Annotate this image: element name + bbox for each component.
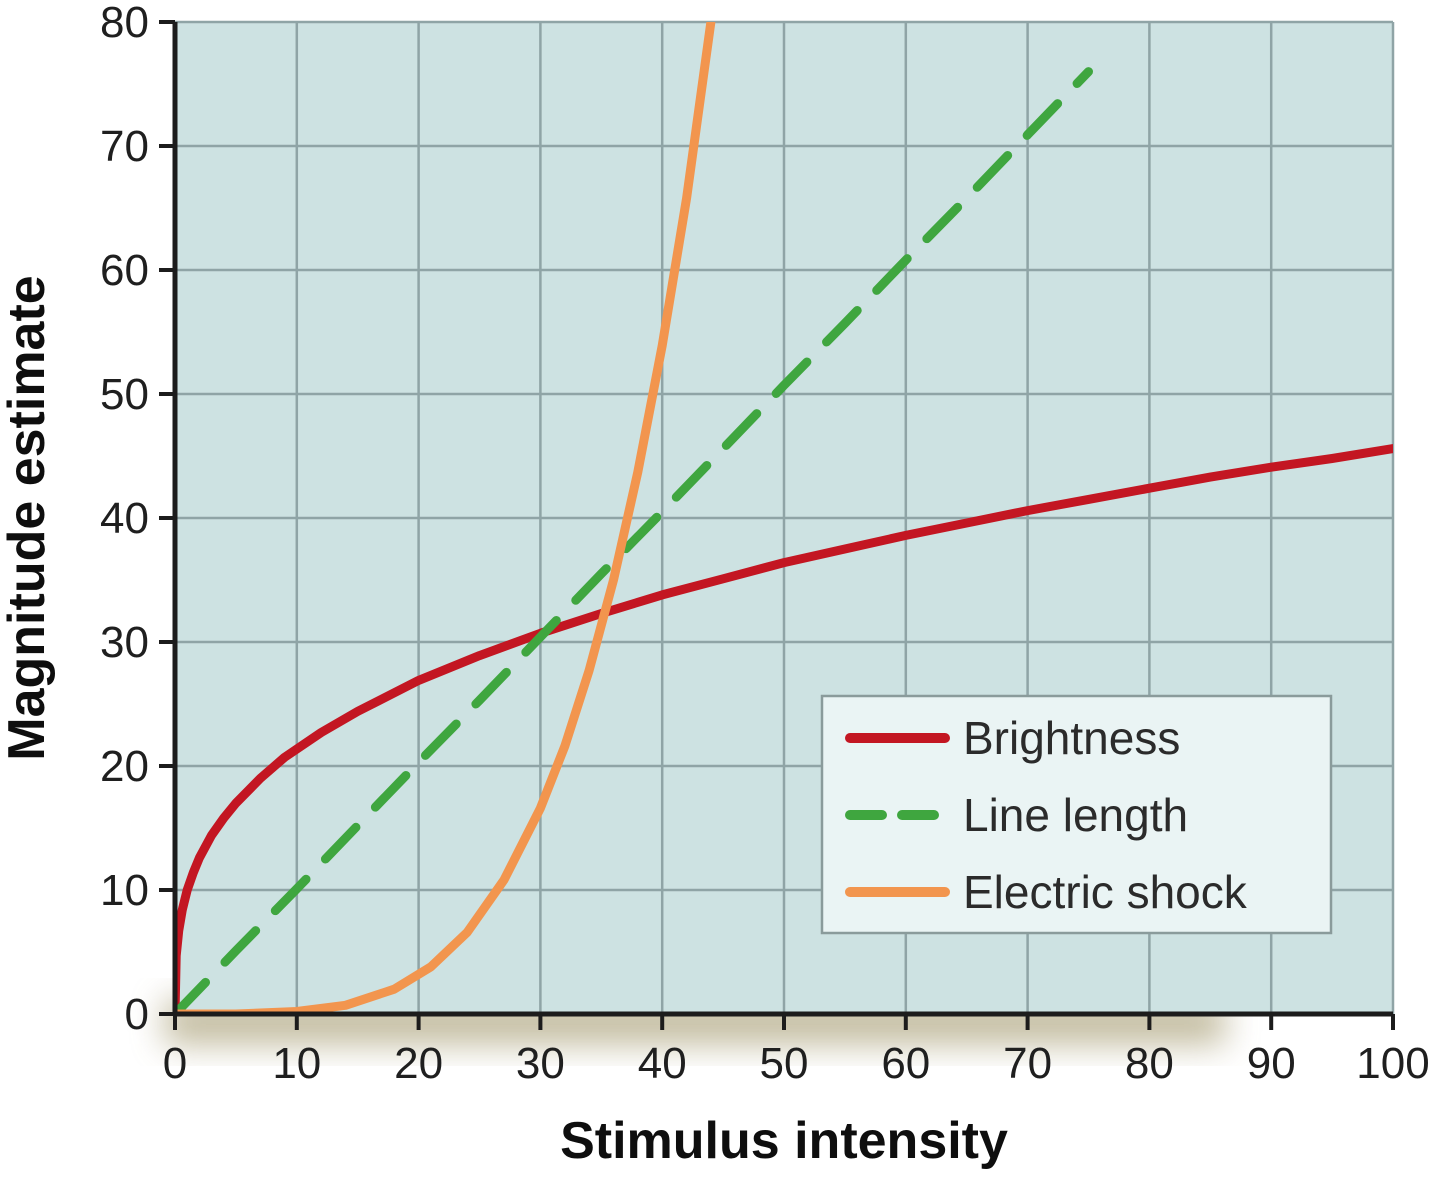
tick-marks <box>159 20 1395 1030</box>
y-tick-label: 20 <box>100 742 149 791</box>
y-tick-label: 10 <box>100 866 149 915</box>
legend-label: Electric shock <box>963 866 1248 918</box>
y-tick-labels: 0 10 20 30 40 50 60 70 80 <box>100 0 149 1039</box>
legend-label: Line length <box>963 789 1188 841</box>
x-tick-label: 30 <box>516 1039 565 1088</box>
x-axis-title: Stimulus intensity <box>560 1112 1008 1170</box>
series-line-length-curve <box>175 67 1093 1014</box>
x-tick-label: 40 <box>638 1039 687 1088</box>
y-tick-label: 80 <box>100 0 149 47</box>
y-tick-label: 30 <box>100 618 149 667</box>
x-tick-label: 100 <box>1356 1039 1429 1088</box>
y-tick-label: 0 <box>125 990 149 1039</box>
y-tick-label: 60 <box>100 246 149 295</box>
x-tick-label: 20 <box>394 1039 443 1088</box>
x-tick-labels: 0 10 20 30 40 50 60 70 80 90 100 <box>163 1039 1430 1088</box>
y-tick-label: 70 <box>100 122 149 171</box>
x-tick-label: 80 <box>1125 1039 1174 1088</box>
legend-item-line-length: Line length <box>845 789 1188 841</box>
x-tick-label: 10 <box>272 1039 321 1088</box>
series-brightness-curve <box>175 444 1393 1014</box>
x-tick-label: 60 <box>881 1039 930 1088</box>
legend: Brightness Line length Electric shock <box>820 694 1333 935</box>
x-tick-label: 50 <box>760 1039 809 1088</box>
y-tick-label: 50 <box>100 370 149 419</box>
series-electric-shock-curve <box>175 22 716 1014</box>
x-tick-label: 0 <box>163 1039 187 1088</box>
legend-label: Brightness <box>963 712 1180 764</box>
x-tick-label: 90 <box>1247 1039 1296 1088</box>
y-axis-title: Magnitude estimate <box>0 275 56 760</box>
y-tick-label: 40 <box>100 494 149 543</box>
x-tick-label: 70 <box>1003 1039 1052 1088</box>
data-series <box>175 22 1393 1014</box>
legend-item-brightness: Brightness <box>845 712 1180 764</box>
legend-item-electric-shock: Electric shock <box>845 866 1248 918</box>
